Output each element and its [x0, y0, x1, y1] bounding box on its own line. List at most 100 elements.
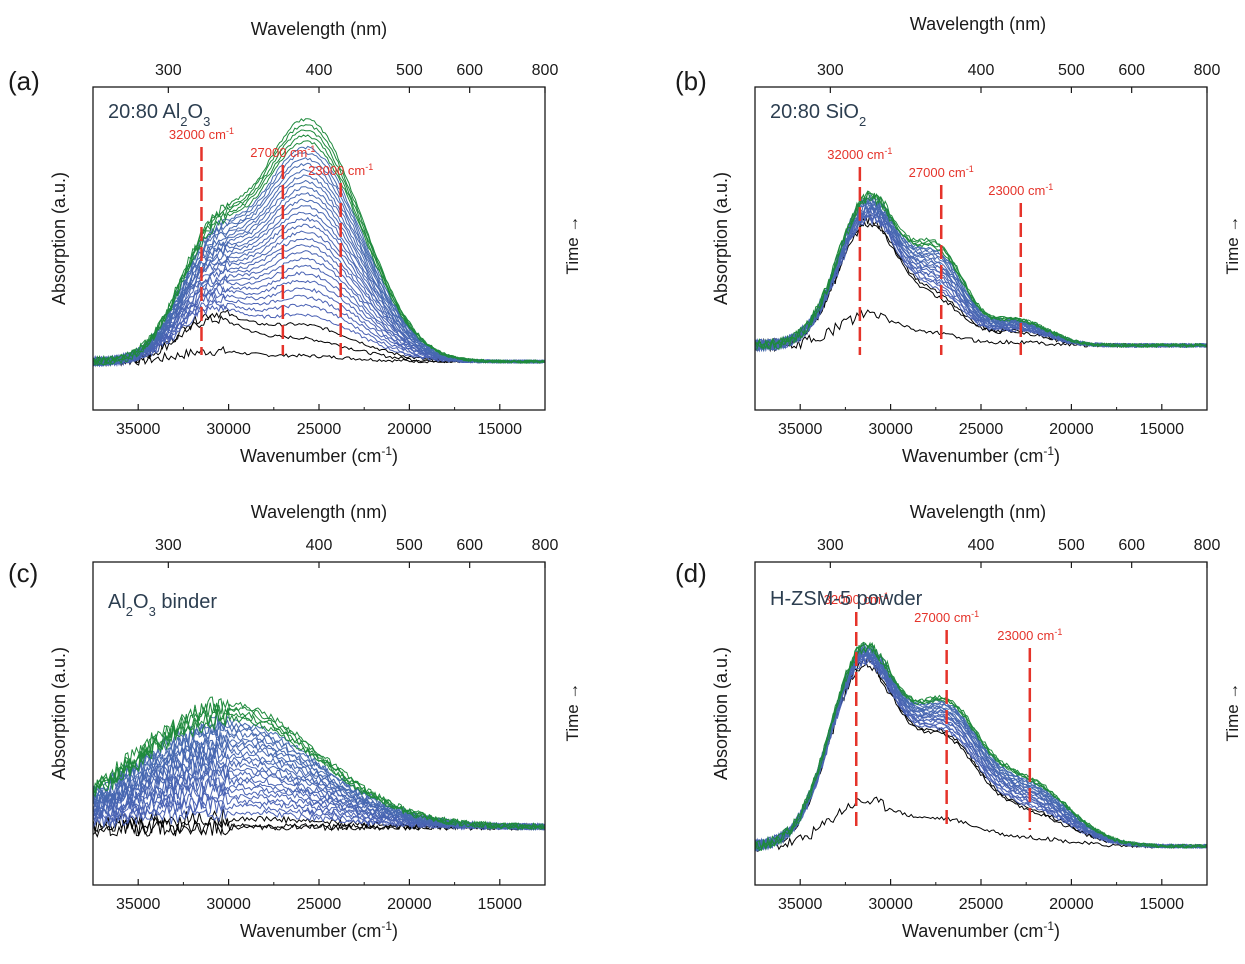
- peak-annotation: 23000 cm-1: [308, 162, 373, 178]
- series-line: [755, 192, 1207, 350]
- top-tick-label: 600: [456, 62, 483, 79]
- series-line: [755, 205, 1207, 352]
- x-tick-label: 15000: [478, 421, 523, 438]
- panel-d: 32000 cm-1 27000 cm-1 23000 cm-1 35000 30000…: [675, 502, 1242, 941]
- peak-annotation: 23000 cm-1: [988, 182, 1053, 198]
- series-line: [93, 257, 545, 367]
- top-tick-label: 600: [1118, 537, 1145, 554]
- series-group: [755, 190, 1207, 353]
- peak-annotation: 23000 cm-1: [997, 627, 1062, 643]
- x-tick-label: 25000: [959, 421, 1004, 438]
- series-group: [755, 641, 1207, 853]
- top-tick-label: 800: [532, 62, 559, 79]
- x-tick-label: 35000: [116, 896, 161, 913]
- peak-annotation: 27000 cm-1: [250, 144, 315, 160]
- sample-title: 20:80 SiO2: [770, 101, 866, 129]
- x-tick-label: 25000: [297, 896, 342, 913]
- top-tick-label: 300: [817, 62, 844, 79]
- series-line: [93, 696, 545, 831]
- plot-frame: [754, 561, 1208, 886]
- time-arrow-label: Time →: [563, 683, 582, 742]
- plot-frame: [754, 86, 1208, 411]
- series-line: [755, 204, 1207, 352]
- x-tick-label: 20000: [1049, 421, 1094, 438]
- x-axis-title: Wavenumber (cm-1): [240, 444, 398, 466]
- panel-a: 32000 cm-1 27000 cm-1 23000 cm-1 35000 30000…: [8, 19, 582, 466]
- series-line: [755, 646, 1207, 849]
- time-arrow-label: Time →: [1223, 683, 1242, 742]
- top-tick-label: 400: [306, 537, 333, 554]
- series-line: [755, 211, 1207, 351]
- series-line: [755, 199, 1207, 353]
- y-axis-title: Absorption (a.u.): [49, 647, 69, 780]
- peak-annotation: 32000 cm-1: [827, 146, 892, 162]
- panel-label: (a): [8, 66, 40, 96]
- panel-label: (d): [675, 558, 707, 588]
- top-tick-label: 300: [155, 62, 182, 79]
- y-axis-title: Absorption (a.u.): [711, 172, 731, 305]
- top-axis-title: Wavelength (nm): [910, 502, 1046, 522]
- x-tick-label: 30000: [868, 421, 913, 438]
- x-tick-label: 15000: [1140, 896, 1185, 913]
- x-axis-title: Wavenumber (cm-1): [902, 919, 1060, 941]
- top-tick-label: 400: [968, 537, 995, 554]
- series-line: [755, 205, 1207, 352]
- x-axis-title: Wavenumber (cm-1): [902, 444, 1060, 466]
- panel-label: (c): [8, 558, 38, 588]
- x-tick-label: 20000: [387, 896, 432, 913]
- top-tick-label: 500: [396, 62, 423, 79]
- top-axis-title: Wavelength (nm): [251, 19, 387, 39]
- series-group: [93, 118, 545, 368]
- x-tick-label: 30000: [206, 896, 251, 913]
- panel-label: (b): [675, 66, 707, 96]
- series-line: [93, 237, 545, 366]
- x-tick-label: 25000: [297, 421, 342, 438]
- series-line: [755, 213, 1207, 352]
- series-line: [755, 214, 1207, 352]
- series-line: [93, 244, 545, 365]
- time-arrow-label: Time →: [1223, 216, 1242, 275]
- top-tick-label: 400: [968, 62, 995, 79]
- x-tick-label: 15000: [1140, 421, 1185, 438]
- top-tick-label: 500: [396, 537, 423, 554]
- series-line: [755, 210, 1207, 352]
- top-tick-label: 600: [456, 537, 483, 554]
- top-axis-title: Wavelength (nm): [910, 14, 1046, 34]
- top-axis-title: Wavelength (nm): [251, 502, 387, 522]
- x-tick-label: 35000: [778, 421, 823, 438]
- y-axis-title: Absorption (a.u.): [711, 647, 731, 780]
- series-line: [755, 197, 1207, 353]
- top-tick-label: 400: [306, 62, 333, 79]
- series-line: [93, 698, 545, 830]
- x-tick-label: 20000: [1049, 896, 1094, 913]
- peak-annotation: 32000 cm-1: [824, 591, 889, 607]
- x-tick-label: 30000: [868, 896, 913, 913]
- top-tick-label: 800: [1194, 537, 1221, 554]
- sample-title: Al2O3 binder: [108, 591, 217, 619]
- series-group: [93, 696, 545, 838]
- y-axis-title: Absorption (a.u.): [49, 172, 69, 305]
- panel-b: 32000 cm-1 27000 cm-1 23000 cm-1 35000 30000…: [675, 14, 1242, 466]
- x-tick-label: 30000: [206, 421, 251, 438]
- top-tick-label: 300: [817, 537, 844, 554]
- panel-c: 35000 30000 25000 20000 15000 300 400 500 600 800…: [8, 502, 582, 941]
- series-line: [755, 212, 1207, 352]
- sample-title: H-ZSM-5 powder: [770, 588, 923, 610]
- time-arrow-label: Time →: [563, 216, 582, 275]
- x-tick-label: 25000: [959, 896, 1004, 913]
- top-tick-label: 300: [155, 537, 182, 554]
- x-tick-label: 35000: [116, 421, 161, 438]
- x-tick-label: 15000: [478, 896, 523, 913]
- top-tick-label: 800: [532, 537, 559, 554]
- peak-annotation: 27000 cm-1: [909, 164, 974, 180]
- top-tick-label: 500: [1058, 537, 1085, 554]
- peak-annotation: 32000 cm-1: [169, 126, 234, 142]
- sample-title: 20:80 Al2O3: [108, 101, 210, 129]
- x-tick-label: 35000: [778, 896, 823, 913]
- top-tick-label: 600: [1118, 62, 1145, 79]
- top-tick-label: 800: [1194, 62, 1221, 79]
- series-line: [93, 299, 545, 367]
- series-line: [755, 201, 1207, 353]
- series-line: [755, 650, 1207, 851]
- top-tick-label: 500: [1058, 62, 1085, 79]
